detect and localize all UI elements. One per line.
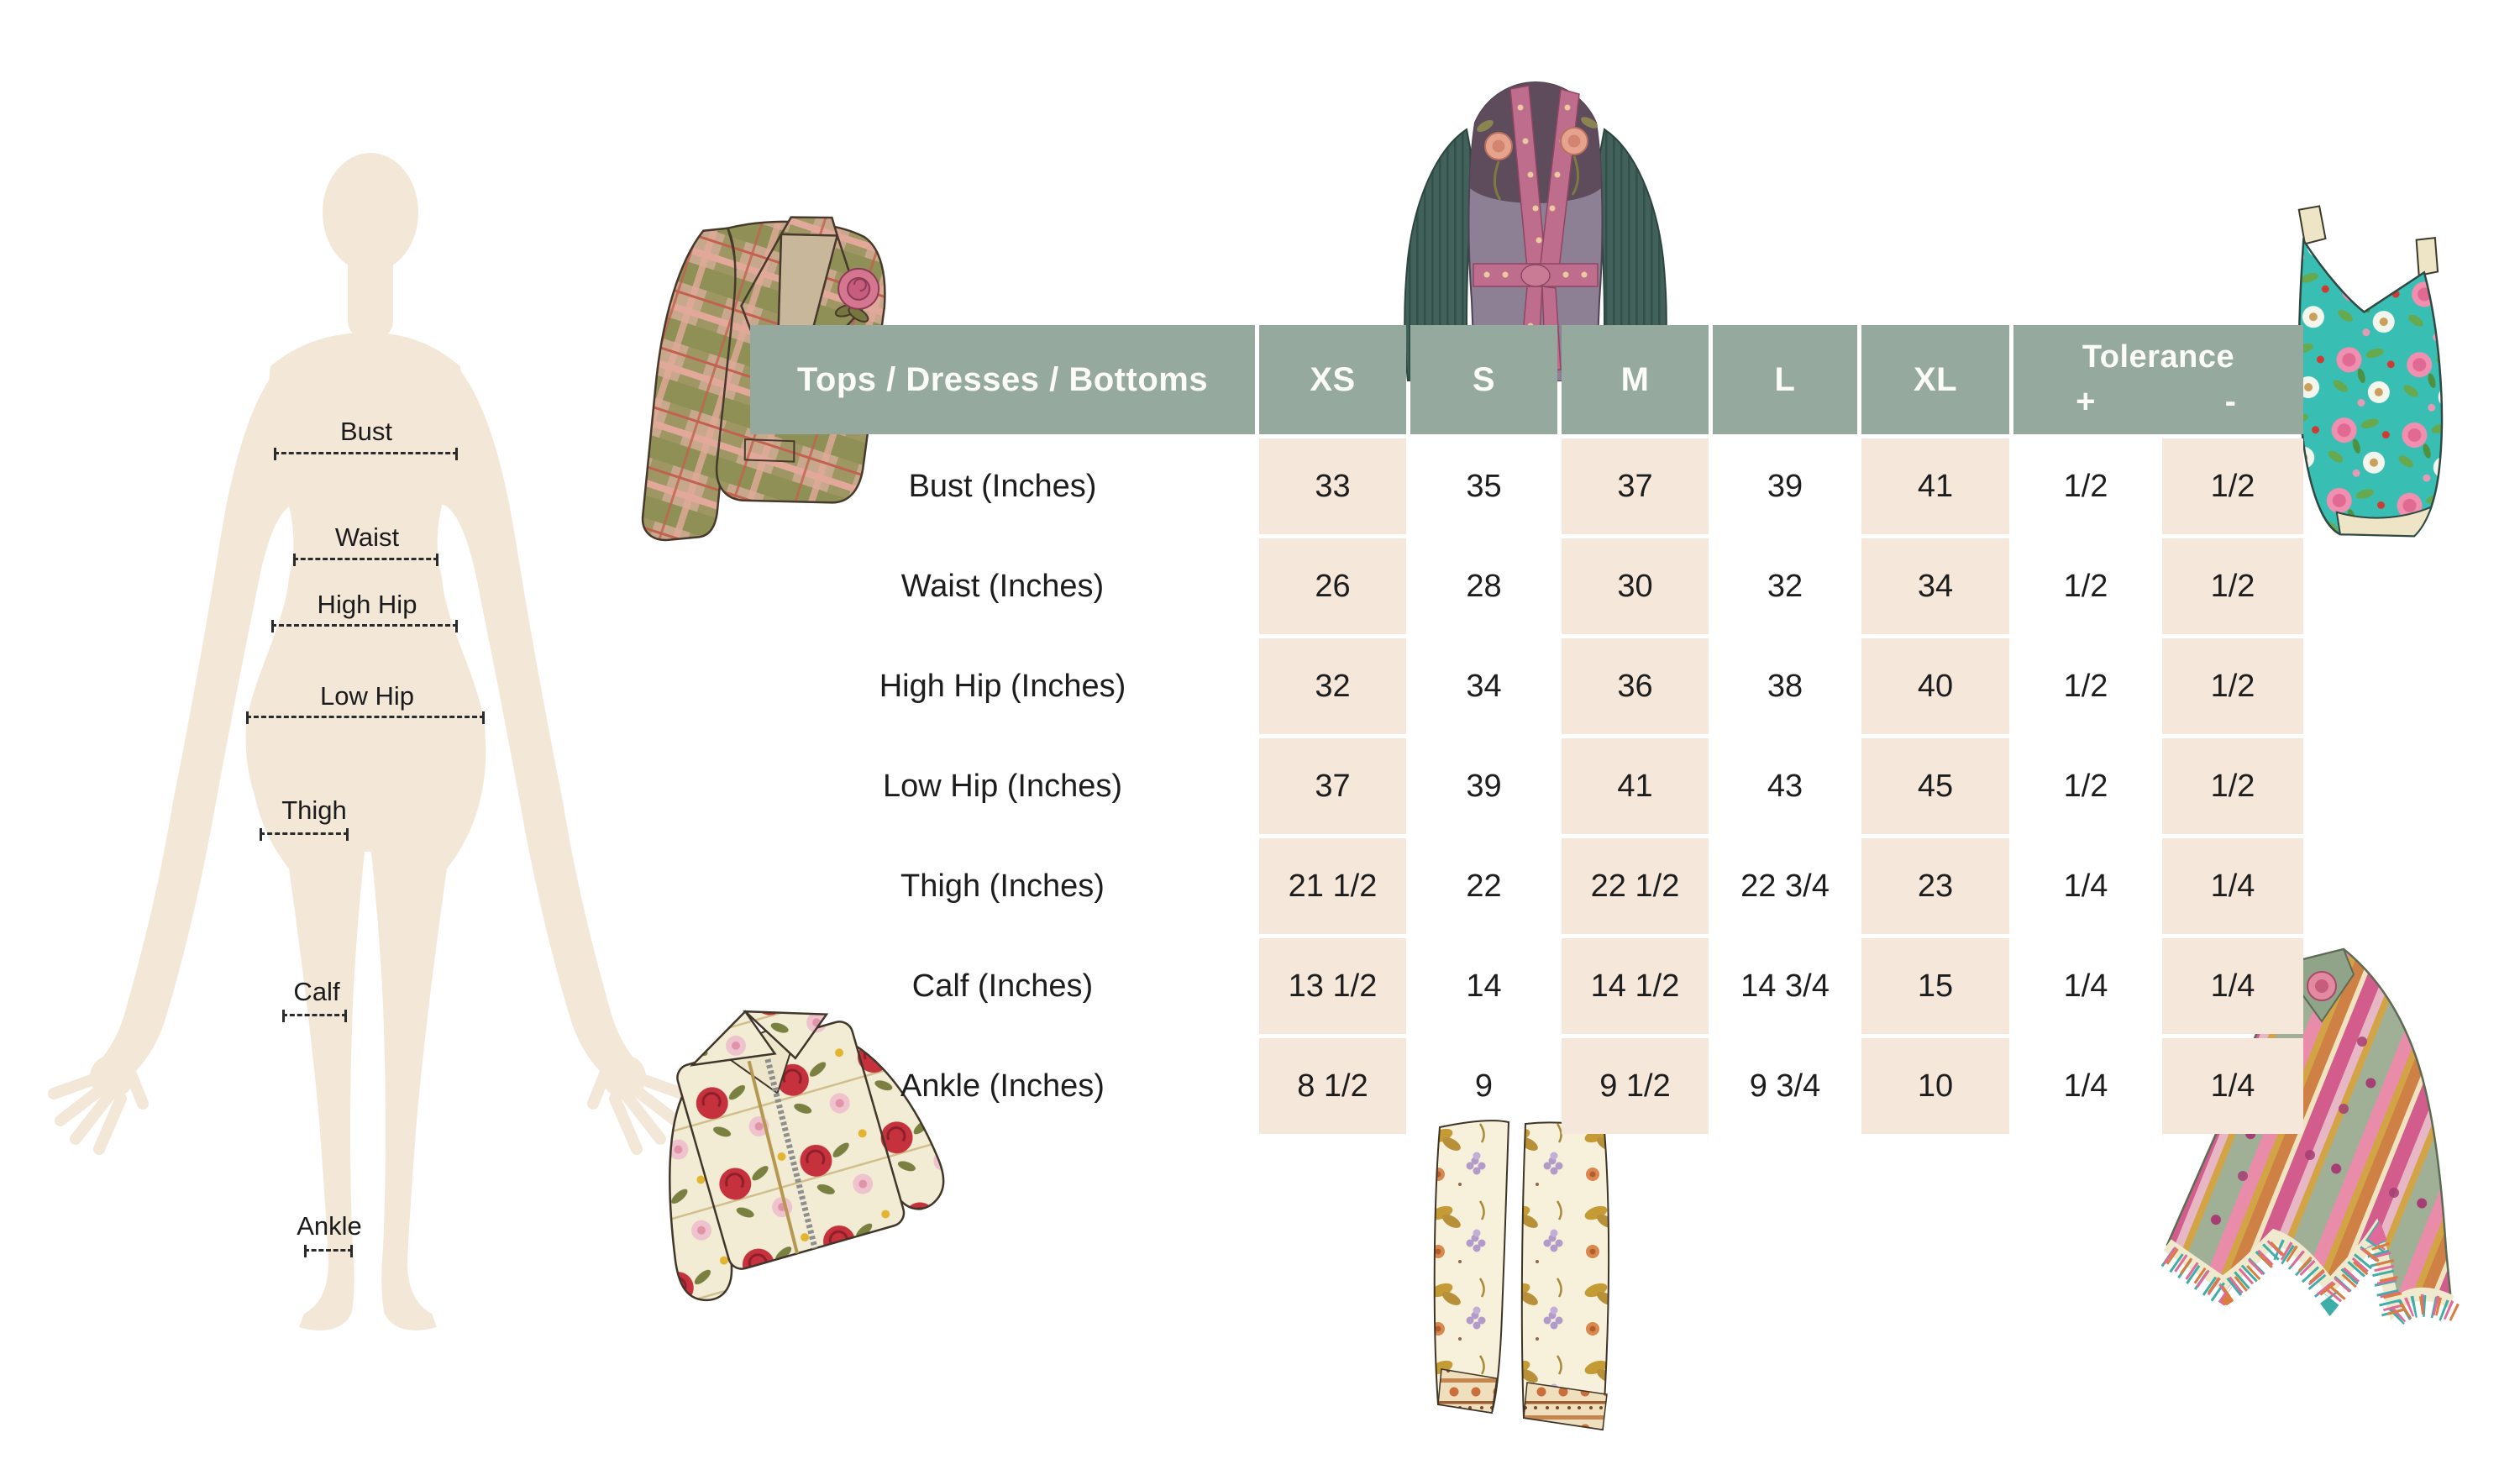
row-label: Low Hip (Inches) [882, 768, 1123, 804]
table-cell: 39 [1466, 768, 1502, 804]
table-cell: 38 [1767, 668, 1803, 704]
row-label: Calf (Inches) [911, 968, 1094, 1004]
row-label: High Hip (Inches) [879, 668, 1126, 704]
table-header-tolerance: Tolerance + - [2013, 325, 2303, 434]
table-cell: 32 [1259, 638, 1406, 734]
table-header-xs: XS [1259, 325, 1406, 434]
floral-moto-jacket-illustration [669, 1010, 945, 1302]
table-cell: 33 [1259, 438, 1406, 534]
figure-label-waist: Waist [334, 522, 400, 552]
table-cell: 10 [1861, 1038, 2009, 1134]
table-cell: 30 [1562, 538, 1709, 634]
figure-label-thigh: Thigh [281, 795, 347, 825]
table-cell: 41 [1861, 438, 2009, 534]
table-cell: 39 [1767, 468, 1803, 504]
ankle-measure-line [304, 1245, 353, 1257]
row-label: Ankle (Inches) [900, 1068, 1105, 1104]
figure-label-bust: Bust [339, 417, 393, 446]
table-cell: 32 [1767, 568, 1803, 604]
table-cell: 14 [1466, 968, 1502, 1004]
table-cell: 14 1/2 [1562, 938, 1709, 1034]
row-label: Waist (Inches) [900, 568, 1105, 604]
floral-cami-top-illustration [2297, 205, 2444, 538]
table-cell: 1/4 [2063, 868, 2108, 904]
table-cell: 9 3/4 [1749, 1068, 1821, 1104]
table-cell: 8 1/2 [1259, 1038, 1406, 1134]
bust-measure-line [274, 448, 458, 460]
high-hip-measure-line [271, 620, 458, 632]
table-cell: 26 [1259, 538, 1406, 634]
table-cell: 9 1/2 [1562, 1038, 1709, 1134]
table-cell: 1/2 [2063, 468, 2108, 504]
body-silhouette [48, 153, 739, 1330]
calf-measure-line [282, 1010, 347, 1022]
table-cell: 37 [1562, 438, 1709, 534]
tolerance-plus-label: + [2076, 383, 2096, 420]
table-cell: 22 1/2 [1562, 838, 1709, 934]
table-cell: 1/4 [2063, 968, 2108, 1004]
table-cell: 1/4 [2162, 1038, 2303, 1134]
table-header-label: Tops / Dresses / Bottoms [750, 325, 1255, 434]
table-header-s: S [1410, 325, 1557, 434]
table-cell: 1/4 [2162, 938, 2303, 1034]
figure-label-high-hip: High Hip [317, 590, 417, 619]
table-cell: 35 [1466, 468, 1502, 504]
table-cell: 1/4 [2162, 838, 2303, 934]
row-label: Thigh (Inches) [900, 868, 1105, 904]
table-cell: 41 [1562, 738, 1709, 834]
table-cell: 1/2 [2063, 568, 2108, 604]
table-header-m: M [1562, 325, 1709, 434]
table-cell: 37 [1259, 738, 1406, 834]
table-cell: 22 3/4 [1740, 868, 1830, 904]
table-cell: 43 [1767, 768, 1803, 804]
table-cell: 1/2 [2063, 668, 2108, 704]
table-cell: 45 [1861, 738, 2009, 834]
low-hip-measure-line [246, 711, 485, 724]
table-cell: 1/2 [2162, 538, 2303, 634]
table-cell: 1/4 [2063, 1068, 2108, 1104]
table-cell: 40 [1861, 638, 2009, 734]
tolerance-minus-label: - [2224, 383, 2237, 420]
table-cell: 9 [1474, 1068, 1494, 1104]
thigh-measure-line [260, 828, 349, 841]
figure-label-ankle: Ankle [297, 1211, 362, 1241]
table-cell: 22 [1466, 868, 1502, 904]
table-cell: 1/2 [2162, 738, 2303, 834]
size-table: Tops / Dresses / Bottoms XS S M L XL Tol… [750, 325, 2303, 1134]
table-cell: 13 1/2 [1259, 938, 1406, 1034]
figure-label-calf: Calf [293, 977, 340, 1006]
tolerance-title: Tolerance [2082, 339, 2235, 375]
floral-pants-illustration [1433, 1120, 1610, 1431]
table-cell: 1/2 [2162, 638, 2303, 734]
figure-label-low-hip: Low Hip [320, 681, 414, 711]
table-cell: 1/2 [2063, 768, 2108, 804]
table-cell: 28 [1466, 568, 1502, 604]
table-cell: 14 3/4 [1740, 968, 1830, 1004]
table-cell: 23 [1861, 838, 2009, 934]
table-cell: 34 [1466, 668, 1502, 704]
waist-measure-line [293, 554, 438, 566]
table-cell: 1/2 [2162, 438, 2303, 534]
table-cell: 36 [1562, 638, 1709, 734]
row-label: Bust (Inches) [908, 468, 1097, 504]
table-header-l: L [1713, 325, 1857, 434]
table-cell: 34 [1861, 538, 2009, 634]
table-header-xl: XL [1861, 325, 2009, 434]
striped-fringe-poncho-illustration [2160, 947, 2460, 1341]
table-cell: 21 1/2 [1259, 838, 1406, 934]
table-cell: 15 [1861, 938, 2009, 1034]
